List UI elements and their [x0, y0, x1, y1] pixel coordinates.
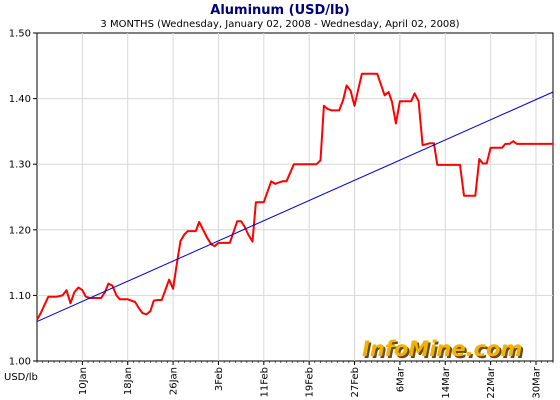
x-tick-label: 11Feb: [259, 367, 270, 397]
watermark: InfoMine.com: [362, 337, 522, 361]
plot-area: [36, 32, 554, 362]
axis-layer: 1.00 1.10 1.20 1.30 1.40 1.50 10Jan 18Jan 26Jan 3…: [9, 29, 554, 399]
y-axis-label: USD/lb: [4, 372, 38, 383]
y-tick-label: 1.50: [9, 29, 31, 40]
trend-line: [36, 91, 554, 323]
x-tick-label: 19Feb: [305, 367, 316, 397]
x-tick-label: 3Feb: [214, 367, 225, 391]
y-tick-label: 1.30: [9, 160, 31, 171]
watermark-layer: InfoMine.com InfoMine.com: [362, 337, 524, 363]
y-tick-label: 1.00: [9, 357, 31, 368]
x-tick-label: 14Mar: [441, 366, 452, 398]
watermark-shadow: InfoMine.com: [364, 339, 524, 363]
y-tick-label: 1.40: [9, 94, 31, 105]
x-tick-label: 26Jan: [169, 367, 180, 395]
x-tick-label: 18Jan: [123, 367, 134, 395]
chart-subtitle: 3 MONTHS (Wednesday, January 02, 2008 - …: [100, 19, 460, 30]
price-series-line: [36, 72, 553, 321]
grid-layer: [36, 32, 554, 362]
x-tick-label: 30Mar: [531, 366, 542, 398]
x-tick-label: 22Mar: [486, 366, 497, 398]
y-tick-label: 1.10: [9, 291, 31, 302]
x-tick-label: 6Mar: [395, 366, 406, 392]
y-tick-label: 1.20: [9, 225, 31, 236]
series-layer: [36, 72, 554, 323]
x-tick-label: 10Jan: [78, 367, 89, 395]
x-tick-label: 27Feb: [350, 367, 361, 397]
chart-title: Aluminum (USD/lb): [210, 3, 350, 18]
